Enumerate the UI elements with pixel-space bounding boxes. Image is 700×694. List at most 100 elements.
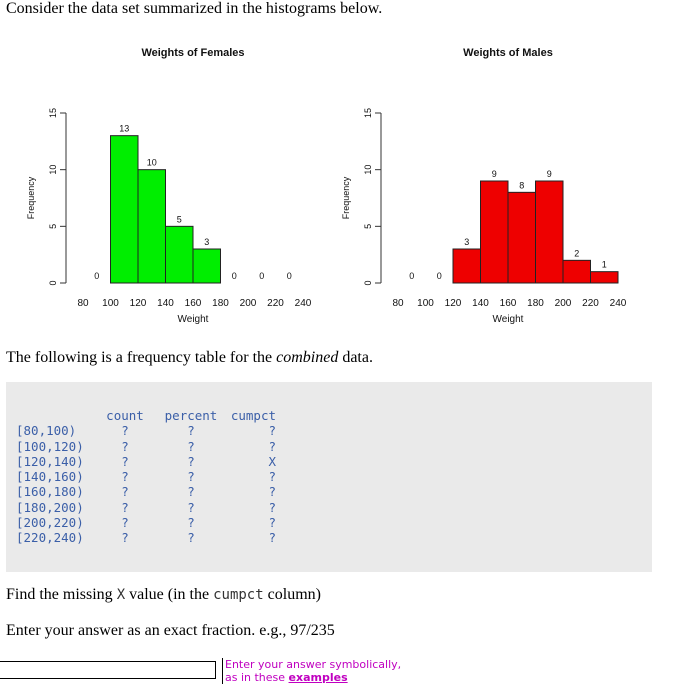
row-percent: ?	[187, 484, 195, 500]
answer-hint: Enter your answer symbolically, as in th…	[222, 658, 401, 684]
hint-line-2: as in these examples	[225, 671, 401, 684]
y-tick-label: 10	[48, 165, 58, 175]
table-row: [120,140)?? X	[16, 454, 276, 469]
bar-value-label: 1	[602, 260, 607, 270]
hint-prefix: as in these	[225, 671, 289, 684]
question-x: X	[116, 587, 126, 603]
bar-value-label: 8	[519, 180, 524, 190]
row-count: ?	[121, 438, 129, 454]
instruction-text: Enter your answer as an exact fraction. …	[6, 622, 335, 639]
bar-value-label: 0	[409, 271, 414, 281]
table-intro-before: The following is a frequency table for t…	[6, 349, 277, 366]
x-tick-label: 120	[445, 298, 462, 309]
frequency-table-box: count percent cumpct [80,100)??? [100,120…	[6, 382, 652, 572]
x-tick-label: 200	[555, 298, 572, 309]
x-tick-label: 220	[267, 298, 284, 309]
y-tick-label: 15	[48, 108, 58, 118]
bar-value-label: 9	[547, 169, 552, 179]
x-tick-label: 240	[610, 298, 627, 309]
x-axis-label: Weight	[493, 314, 524, 325]
table-row: [180,200)???	[16, 500, 276, 515]
y-tick-label: 10	[363, 165, 373, 175]
bar-value-label: 0	[232, 271, 237, 281]
row-interval: [200,220)	[16, 515, 84, 531]
table-row: [80,100)???	[16, 423, 276, 438]
table-intro-emphasis: combined	[276, 349, 339, 366]
question-code: cumpct	[213, 587, 264, 603]
histogram-bar	[562, 259, 591, 284]
answer-input[interactable]	[0, 661, 216, 679]
row-percent: ?	[187, 515, 195, 531]
row-cumpct: ?	[268, 499, 276, 515]
question-after: column)	[263, 586, 321, 603]
row-percent: ?	[187, 423, 195, 439]
histogram-bar	[590, 271, 619, 284]
x-tick-label: 100	[102, 298, 119, 309]
row-cumpct: ?	[268, 530, 276, 546]
header-interval	[16, 408, 96, 423]
x-tick-label: 220	[582, 298, 599, 309]
question-middle: value (in the	[125, 586, 214, 603]
row-cumpct: ?	[268, 469, 276, 485]
examples-link[interactable]: examples	[288, 671, 348, 684]
histogram-bar	[165, 225, 194, 284]
y-tick-label: 0	[363, 280, 373, 285]
row-cumpct: ?	[268, 484, 276, 500]
row-count: ?	[121, 499, 129, 515]
y-tick-label: 0	[48, 280, 58, 285]
histogram-bar	[507, 191, 536, 284]
histogram-bar	[535, 180, 564, 284]
histogram-bar	[110, 135, 139, 284]
bar-value-label: 5	[177, 214, 182, 224]
row-percent: ?	[187, 453, 195, 469]
row-count: ?	[121, 469, 129, 485]
x-tick-label: 80	[392, 298, 404, 309]
intro-text: Consider the data set summarized in the …	[6, 0, 383, 17]
header-cumpct: cumpct	[230, 408, 276, 423]
x-tick-label: 240	[295, 298, 312, 309]
row-percent: ?	[187, 499, 195, 515]
bar-value-label: 0	[259, 271, 264, 281]
frequency-table: count percent cumpct [80,100)??? [100,120…	[16, 408, 276, 546]
hint-line-1: Enter your answer symbolically,	[225, 658, 402, 671]
row-percent: ?	[187, 530, 195, 546]
y-tick-label: 5	[48, 224, 58, 229]
bar-value-label: 3	[204, 237, 209, 247]
row-percent: ?	[187, 438, 195, 454]
table-intro-after: data.	[338, 349, 373, 366]
table-header-row: count percent cumpct	[16, 408, 276, 423]
chart-title: Weights of Females	[141, 47, 244, 59]
bar-value-label: 10	[147, 158, 157, 168]
header-count: count	[106, 408, 144, 423]
y-tick-label: 15	[363, 108, 373, 118]
row-count: ?	[121, 515, 129, 531]
row-interval: [120,140)	[16, 453, 84, 469]
histogram-bar	[452, 248, 481, 284]
x-tick-label: 120	[130, 298, 147, 309]
bar-value-label: 9	[492, 169, 497, 179]
histogram-bar	[137, 169, 166, 284]
row-interval: [80,100)	[16, 423, 77, 439]
x-tick-label: 100	[417, 298, 434, 309]
row-interval: [140,160)	[16, 469, 84, 485]
row-count: ?	[121, 423, 129, 439]
bar-value-label: 3	[464, 237, 469, 247]
x-tick-label: 160	[500, 298, 517, 309]
row-cumpct: ?	[268, 423, 276, 439]
row-count: ?	[121, 484, 129, 500]
question-before: Find the missing	[6, 586, 117, 603]
bar-value-label: 13	[119, 124, 129, 134]
row-cumpct: ?	[268, 515, 276, 531]
x-tick-label: 80	[77, 298, 89, 309]
histogram-bar	[192, 248, 221, 284]
table-row: [220,240)???	[16, 530, 276, 545]
bar-value-label: 0	[287, 271, 292, 281]
row-cumpct: X	[268, 453, 276, 469]
row-interval: [100,120)	[16, 438, 84, 454]
table-row: [200,220)???	[16, 515, 276, 530]
x-tick-label: 140	[157, 298, 174, 309]
bar-value-label: 0	[94, 271, 99, 281]
x-tick-label: 160	[185, 298, 202, 309]
